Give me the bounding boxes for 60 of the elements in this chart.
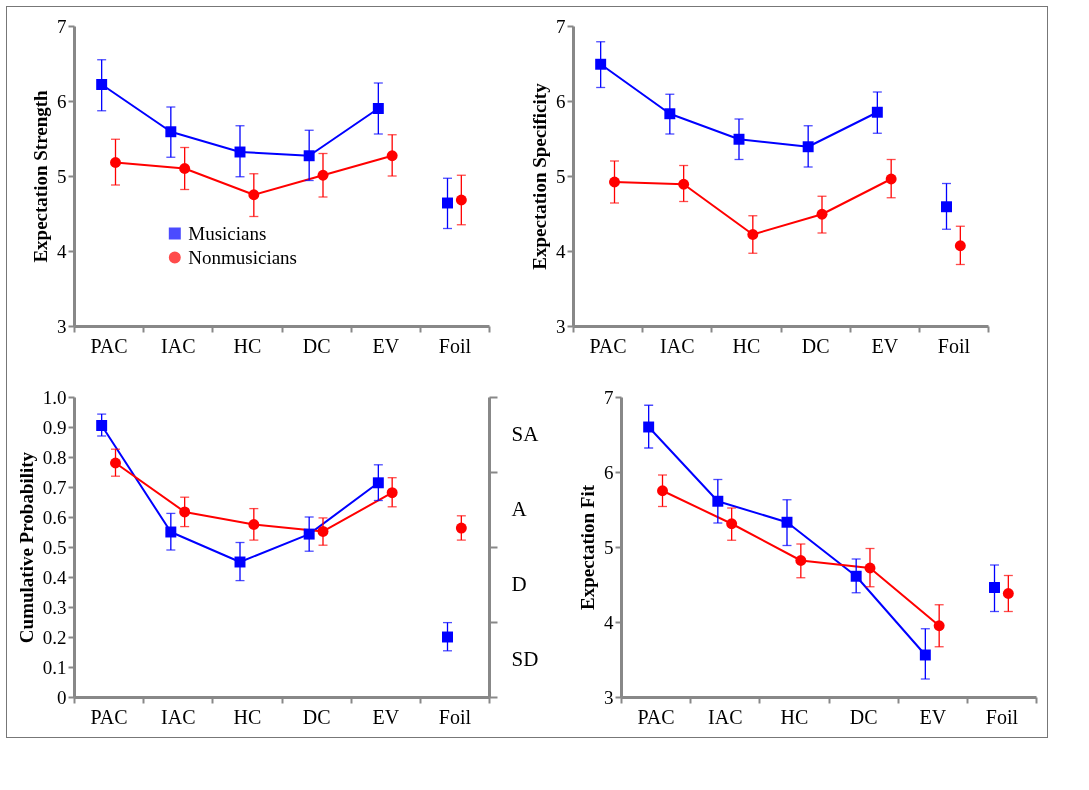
y-axis-title: Expectation Specificity	[529, 82, 550, 270]
x-tick-label: EV	[919, 705, 947, 728]
x-tick-label: DC	[302, 705, 331, 728]
y-tick-label: 5	[556, 165, 566, 187]
y-tick-label: 4	[604, 611, 614, 633]
y-tick-label: 7	[556, 15, 566, 37]
x-tick-label: PAC	[90, 705, 128, 728]
category-label: D	[511, 572, 527, 596]
y-tick-label: 5	[604, 536, 614, 558]
x-tick-label: PAC	[90, 334, 128, 357]
y-tick-label: 0.5	[42, 536, 67, 558]
y-tick-label: 6	[556, 90, 566, 112]
x-tick-label: DC	[849, 705, 878, 728]
y-tick-label: 0	[57, 686, 67, 708]
legend-label: Nonmusicians	[188, 246, 298, 268]
y-tick-label: 0.9	[42, 416, 67, 438]
y-tick-label: 0.7	[42, 476, 67, 498]
x-tick-label: EV	[372, 705, 400, 728]
legend-label: Musicians	[188, 222, 267, 244]
y-tick-label: 3	[556, 315, 566, 337]
y-axis-title: Expectation Strength	[30, 89, 51, 263]
x-tick-label: IAC	[161, 334, 196, 357]
y-tick-label: 0.6	[42, 506, 67, 528]
x-tick-label: Foil	[438, 705, 472, 728]
y-tick-label: 0.2	[42, 626, 67, 648]
y-axis-title: Cumulative Probability	[15, 451, 37, 644]
y-tick-label: 7	[604, 386, 614, 408]
y-tick-label: 7	[57, 15, 67, 37]
x-tick-label: HC	[233, 705, 262, 728]
category-label: A	[511, 497, 527, 521]
y-tick-label: 6	[604, 461, 614, 483]
x-tick-label: HC	[233, 334, 262, 357]
y-tick-label: 1.0	[42, 386, 67, 408]
category-label: SA	[511, 422, 539, 446]
y-tick-label: 4	[556, 240, 566, 262]
x-tick-label: HC	[732, 334, 761, 357]
x-tick-label: Foil	[937, 334, 971, 357]
x-tick-label: EV	[372, 334, 400, 357]
y-tick-label: 0.4	[42, 566, 67, 588]
y-tick-label: 6	[57, 90, 67, 112]
y-tick-label: 5	[57, 165, 67, 187]
y-tick-label: 3	[57, 315, 67, 337]
x-tick-label: HC	[780, 705, 809, 728]
x-tick-label: IAC	[660, 334, 695, 357]
y-tick-label: 4	[57, 240, 67, 262]
x-tick-label: Foil	[438, 334, 472, 357]
x-tick-label: PAC	[637, 705, 675, 728]
category-label: SD	[511, 647, 539, 671]
y-tick-label: 0.1	[42, 656, 67, 678]
x-tick-label: PAC	[589, 334, 627, 357]
x-tick-label: IAC	[708, 705, 743, 728]
y-tick-label: 3	[604, 686, 614, 708]
y-axis-title: Expectation Fit	[577, 484, 598, 611]
x-tick-label: IAC	[161, 705, 196, 728]
x-tick-label: DC	[801, 334, 830, 357]
x-tick-label: EV	[871, 334, 899, 357]
x-tick-label: DC	[302, 334, 331, 357]
x-tick-label: Foil	[985, 705, 1019, 728]
y-tick-label: 0.8	[42, 446, 67, 468]
y-tick-label: 0.3	[42, 596, 67, 618]
